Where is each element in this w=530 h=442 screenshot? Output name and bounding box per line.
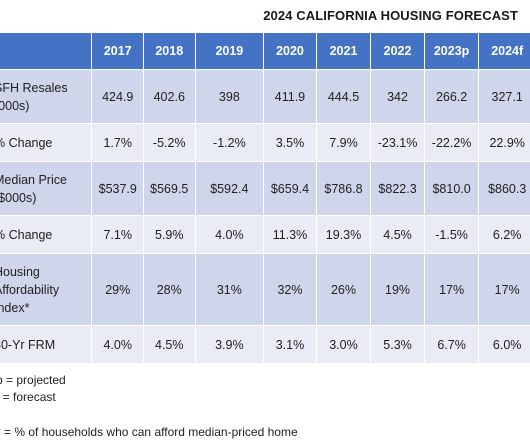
header-year: 2024f — [478, 33, 530, 70]
row-label: % Change — [0, 215, 93, 254]
table-cell: -22.2% — [424, 123, 480, 162]
table-cell: 26% — [316, 253, 372, 326]
table-cell: 3.9% — [195, 325, 265, 364]
table-cell: 411.9 — [263, 69, 317, 124]
table-cell: $569.5 — [143, 161, 196, 216]
header-year: 2023p — [424, 33, 480, 70]
table-cell: 28% — [143, 253, 196, 326]
table-cell: 424.9 — [91, 69, 144, 124]
table-cell: $659.4 — [263, 161, 317, 216]
table-cell: $860.3 — [478, 161, 530, 216]
table-row: Housing Affordability Index* 29% 28% 31%… — [0, 253, 530, 326]
table-cell: 4.0% — [91, 325, 144, 364]
header-year: 2019 — [195, 33, 265, 70]
table-cell: -1.5% — [424, 215, 480, 254]
table-cell: 402.6 — [143, 69, 196, 124]
forecast-table: 2017 2018 2019 2020 2021 2022 2023p 2024… — [0, 33, 530, 364]
table-cell: 19.3% — [316, 215, 372, 254]
table-cell: $537.9 — [91, 161, 144, 216]
table-cell: -23.1% — [370, 123, 425, 162]
header-year: 2018 — [143, 33, 196, 70]
table-row: % Change 7.1% 5.9% 4.0% 11.3% 19.3% 4.5%… — [0, 215, 530, 254]
table-row: Median Price ($000s) $537.9 $569.5 $592.… — [0, 161, 530, 216]
table-cell: 19% — [370, 253, 425, 326]
header-corner — [0, 33, 93, 70]
table-cell: $592.4 — [195, 161, 265, 216]
table-cell: 7.1% — [91, 215, 144, 254]
table-cell: 5.3% — [370, 325, 425, 364]
table-cell: $810.0 — [424, 161, 480, 216]
table-cell: 4.5% — [143, 325, 196, 364]
row-label: 30-Yr FRM — [0, 325, 93, 364]
table-cell: 4.5% — [370, 215, 425, 254]
table-row: % Change 1.7% -5.2% -1.2% 3.5% 7.9% -23.… — [0, 123, 530, 162]
header-row: 2017 2018 2019 2020 2021 2022 2023p 2024… — [0, 33, 530, 70]
footnote-affordability: * = % of households who can afford media… — [0, 425, 298, 439]
table-cell: 6.2% — [478, 215, 530, 254]
row-label: Median Price ($000s) — [0, 161, 93, 216]
table-cell: -1.2% — [195, 123, 265, 162]
table-cell: 3.0% — [316, 325, 372, 364]
table-cell: 31% — [195, 253, 265, 326]
table-cell: 32% — [263, 253, 317, 326]
header-year: 2020 — [263, 33, 317, 70]
page-title: 2024 CALIFORNIA HOUSING FORECAST — [263, 8, 518, 23]
row-label: % Change — [0, 123, 93, 162]
header-year: 2021 — [316, 33, 372, 70]
footnotes: p = projected f = forecast * = % of hous… — [0, 372, 298, 441]
footnote-projected: p = projected — [0, 373, 66, 387]
table-cell: 6.7% — [424, 325, 480, 364]
table-cell: 3.1% — [263, 325, 317, 364]
table-cell: 3.5% — [263, 123, 317, 162]
table-cell: 5.9% — [143, 215, 196, 254]
table-cell: 327.1 — [478, 69, 530, 124]
table-cell: 4.0% — [195, 215, 265, 254]
table-cell: 1.7% — [91, 123, 144, 162]
row-label: Housing Affordability Index* — [0, 253, 93, 326]
header-year: 2017 — [91, 33, 144, 70]
table-cell: 29% — [91, 253, 144, 326]
table-cell: -5.2% — [143, 123, 196, 162]
table-row: SFH Resales (000s) 424.9 402.6 398 411.9… — [0, 69, 530, 124]
table-cell: 342 — [370, 69, 425, 124]
table-cell: 17% — [424, 253, 480, 326]
table-cell: 22.9% — [478, 123, 530, 162]
table-cell: 444.5 — [316, 69, 372, 124]
table-cell: 398 — [195, 69, 265, 124]
table-cell: $786.8 — [316, 161, 372, 216]
table-cell: 6.0% — [478, 325, 530, 364]
row-label: SFH Resales (000s) — [0, 69, 93, 124]
table-cell: 17% — [478, 253, 530, 326]
table-row: 30-Yr FRM 4.0% 4.5% 3.9% 3.1% 3.0% 5.3% … — [0, 325, 530, 364]
table-cell: 7.9% — [316, 123, 372, 162]
table-cell: $822.3 — [370, 161, 425, 216]
table-cell: 11.3% — [263, 215, 317, 254]
header-year: 2022 — [370, 33, 425, 70]
table-cell: 266.2 — [424, 69, 480, 124]
footnote-forecast: f = forecast — [0, 390, 56, 404]
